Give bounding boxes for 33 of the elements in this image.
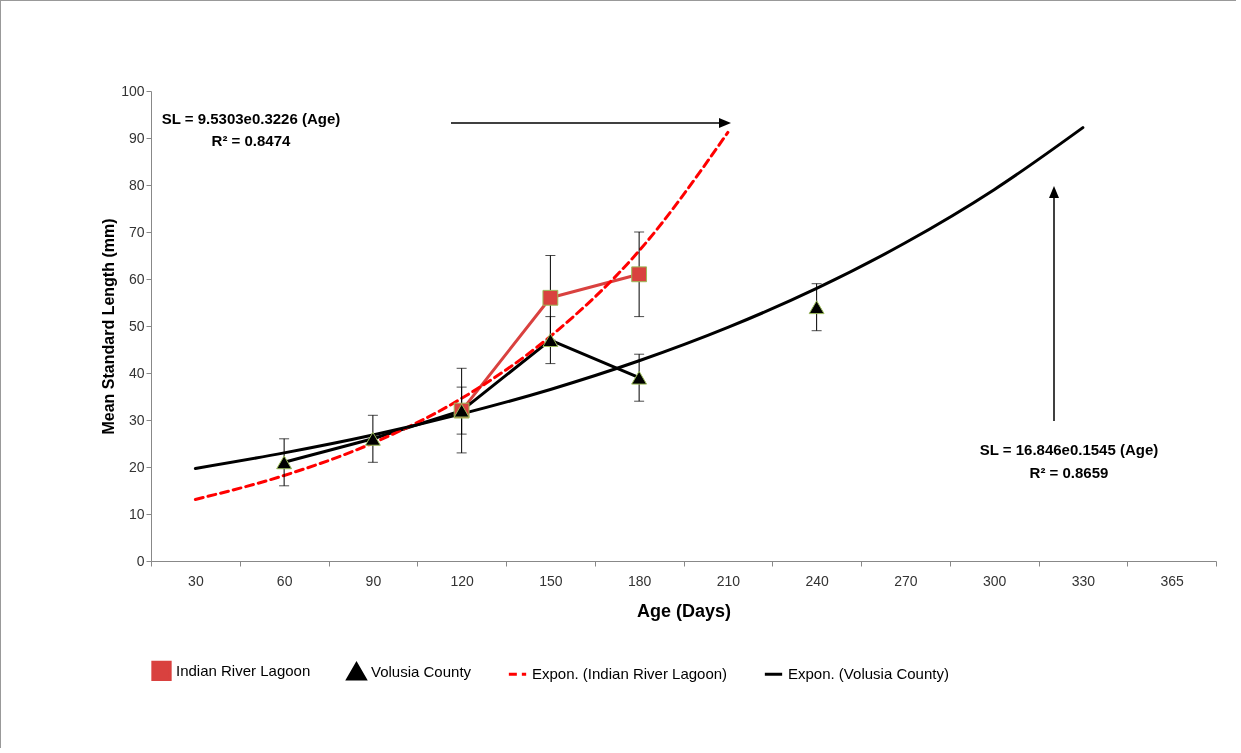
y-tick-label: 20 xyxy=(128,458,145,475)
y-tick-label: 50 xyxy=(128,317,145,334)
y-axis-title: Mean Standard Length (mm) xyxy=(100,218,118,435)
y-tick-label: 0 xyxy=(136,552,145,569)
x-tick-label: 120 xyxy=(450,572,475,589)
y-tick-label: 80 xyxy=(128,176,145,193)
y-tick-label: 30 xyxy=(128,411,145,428)
y-tick-label: 10 xyxy=(128,505,145,522)
x-tick-label: 300 xyxy=(982,572,1007,589)
y-tick-label: 70 xyxy=(128,223,145,240)
x-tick-label: 60 xyxy=(276,572,293,589)
legend-label: Indian River Lagoon xyxy=(176,661,311,679)
x-tick-label: 365 xyxy=(1160,572,1185,589)
x-tick-label: 150 xyxy=(539,572,563,589)
x-tick-label: 90 xyxy=(365,572,382,589)
annotation: R² = 0.8659 xyxy=(1029,464,1109,481)
x-tick-label: 210 xyxy=(716,572,741,589)
y-tick-label: 40 xyxy=(128,364,145,381)
x-axis-title: Age (Days) xyxy=(636,600,732,621)
annotation: R² = 0.8474 xyxy=(211,132,292,149)
annotation: SL = 9.5303e0.3226 (Age) xyxy=(161,110,341,127)
x-tick-label: 30 xyxy=(188,572,204,589)
y-tick-label: 60 xyxy=(128,270,145,287)
y-tick-label: 90 xyxy=(128,129,145,146)
x-tick-label: 180 xyxy=(627,572,652,589)
legend-label: Expon. (Indian River Lagoon) xyxy=(532,665,728,683)
x-tick-label: 240 xyxy=(805,572,830,589)
legend-label: Volusia County xyxy=(371,662,472,680)
y-tick-label: 100 xyxy=(121,82,145,99)
legend-label: Expon. (Volusia County) xyxy=(788,665,949,683)
annotation: SL = 16.846e0.1545 (Age) xyxy=(979,441,1159,458)
x-tick-label: 270 xyxy=(894,572,918,589)
x-tick-label: 330 xyxy=(1071,572,1096,589)
